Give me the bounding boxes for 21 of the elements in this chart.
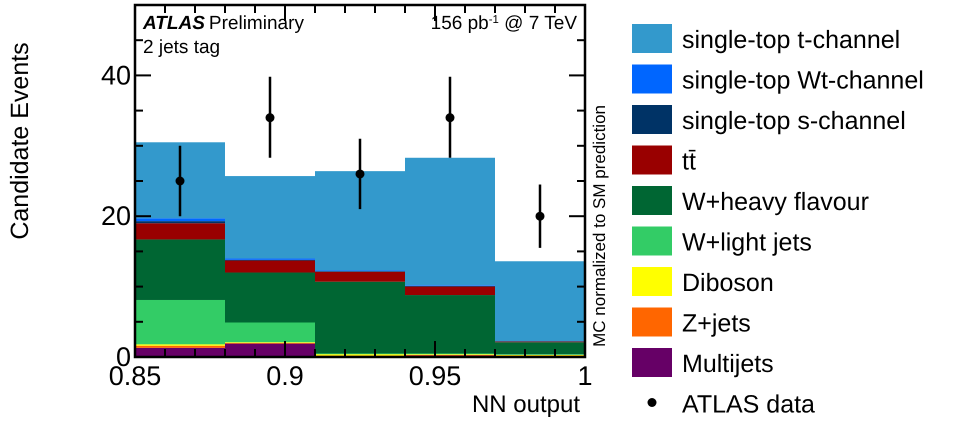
legend-label: single-top Wt-channel [682,66,924,94]
legend-label: tt̄ [682,148,696,176]
annotation: ATLAS Preliminary [142,13,304,34]
legend-label: W+heavy flavour [682,188,869,216]
text: MC normalized to SM prediction [590,105,609,347]
legend-label: single-top t-channel [682,26,900,54]
y-tick-label: 40 [100,60,131,90]
y-axis-title: Candidate Events [6,42,34,240]
legend-label: Diboson [682,269,774,297]
legend-label: single-top s-channel [682,107,906,135]
legend-label: Multijets [682,350,774,378]
legend-label: ATLAS data [682,390,816,418]
legend-label: W+light jets [682,228,812,256]
annotation: 2 jets tag [143,37,220,58]
legend-label: Z+jets [682,310,751,338]
x-axis-title: NN output [472,391,580,418]
x-tick-label: 1 [577,361,593,391]
x-tick-label: 0.95 [408,361,462,391]
annotation: 156 pb$^{-1}$ @ 7 TeV [430,13,578,34]
y-tick-label: 20 [100,201,131,232]
x-tick-label: 0.9 [266,361,304,391]
